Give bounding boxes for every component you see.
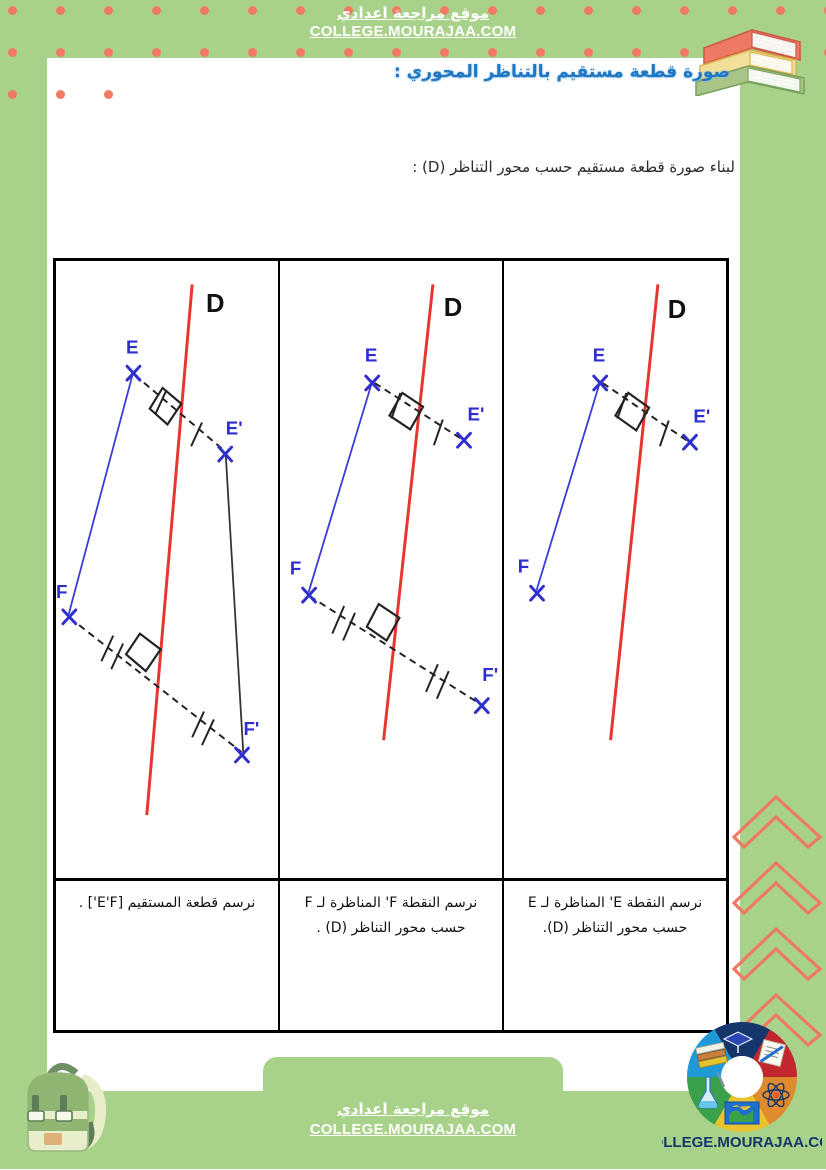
point-label-E: E — [126, 336, 138, 357]
footer-tab-shape — [263, 1057, 563, 1091]
lesson-intro: لبناء صورة قطعة مستقيم حسب محور التناظر … — [412, 158, 735, 176]
point-label-F: F — [56, 581, 67, 602]
point-label-E-prime: E' — [467, 404, 484, 425]
figure-panel-step-1: D E E' — [502, 261, 726, 878]
page-border-bottom — [0, 1091, 826, 1169]
figure-panel-step-2: D — [278, 261, 502, 878]
footer-site-url: COLLEGE.MOURAJAA.COM — [309, 1120, 517, 1138]
site-url: COLLEGE.MOURAJAA.COM — [309, 22, 517, 40]
geometry-diagram-1: D E E' — [518, 284, 710, 741]
point-label-F: F — [518, 555, 529, 576]
header-branding: موقع مراجعة اعدادي COLLEGE.MOURAJAA.COM — [263, 4, 563, 42]
page-title: صورة قطعة مستقيم بالتناظر المحوري : — [393, 62, 730, 82]
caption-step-3: نرسم قطعة المستقيم [E'F'] . — [78, 895, 256, 911]
caption-step-2: نرسم النقطة F' المناظرة لـ F حسب محور ال… — [278, 881, 502, 1030]
site-logo: COLLEGE.MOURAJAA.COM — [641, 1019, 826, 1165]
backpack-icon — [10, 1049, 122, 1157]
svg-text:D: D — [444, 294, 463, 322]
footer-site-name-arabic: موقع مراجعة اعدادي — [337, 1100, 489, 1118]
caption-step-1: نرسم النقطة E' المناظرة لـ E حسب محور ال… — [502, 881, 726, 1030]
figure-row: D — [56, 261, 726, 881]
point-label-F: F — [290, 557, 301, 578]
site-name-arabic: موقع مراجعة اعدادي — [337, 4, 489, 22]
point-label-E: E — [365, 344, 378, 365]
svg-text:D: D — [206, 290, 225, 318]
point-label-F-prime: F' — [482, 664, 498, 685]
caption-row: نرسم قطعة المستقيم [E'F'] . نرسم النقطة … — [56, 881, 726, 1030]
geometry-diagram-3: D — [56, 284, 259, 816]
page-border-left — [0, 0, 47, 1169]
construction-steps-table: D — [53, 258, 729, 1033]
svg-text:D: D — [668, 296, 687, 324]
chevron-decoration — [730, 785, 826, 1055]
point-label-E-prime: E' — [693, 405, 710, 426]
footer-branding: موقع مراجعة اعدادي COLLEGE.MOURAJAA.COM — [263, 1100, 563, 1139]
point-label-E-prime: E' — [226, 417, 243, 438]
point-label-E: E — [593, 344, 606, 365]
figure-panel-step-3: D — [56, 261, 278, 878]
point-label-F-prime: F' — [243, 718, 259, 739]
logo-caption: COLLEGE.MOURAJAA.COM — [662, 1134, 822, 1151]
geometry-diagram-2: D — [290, 284, 498, 741]
